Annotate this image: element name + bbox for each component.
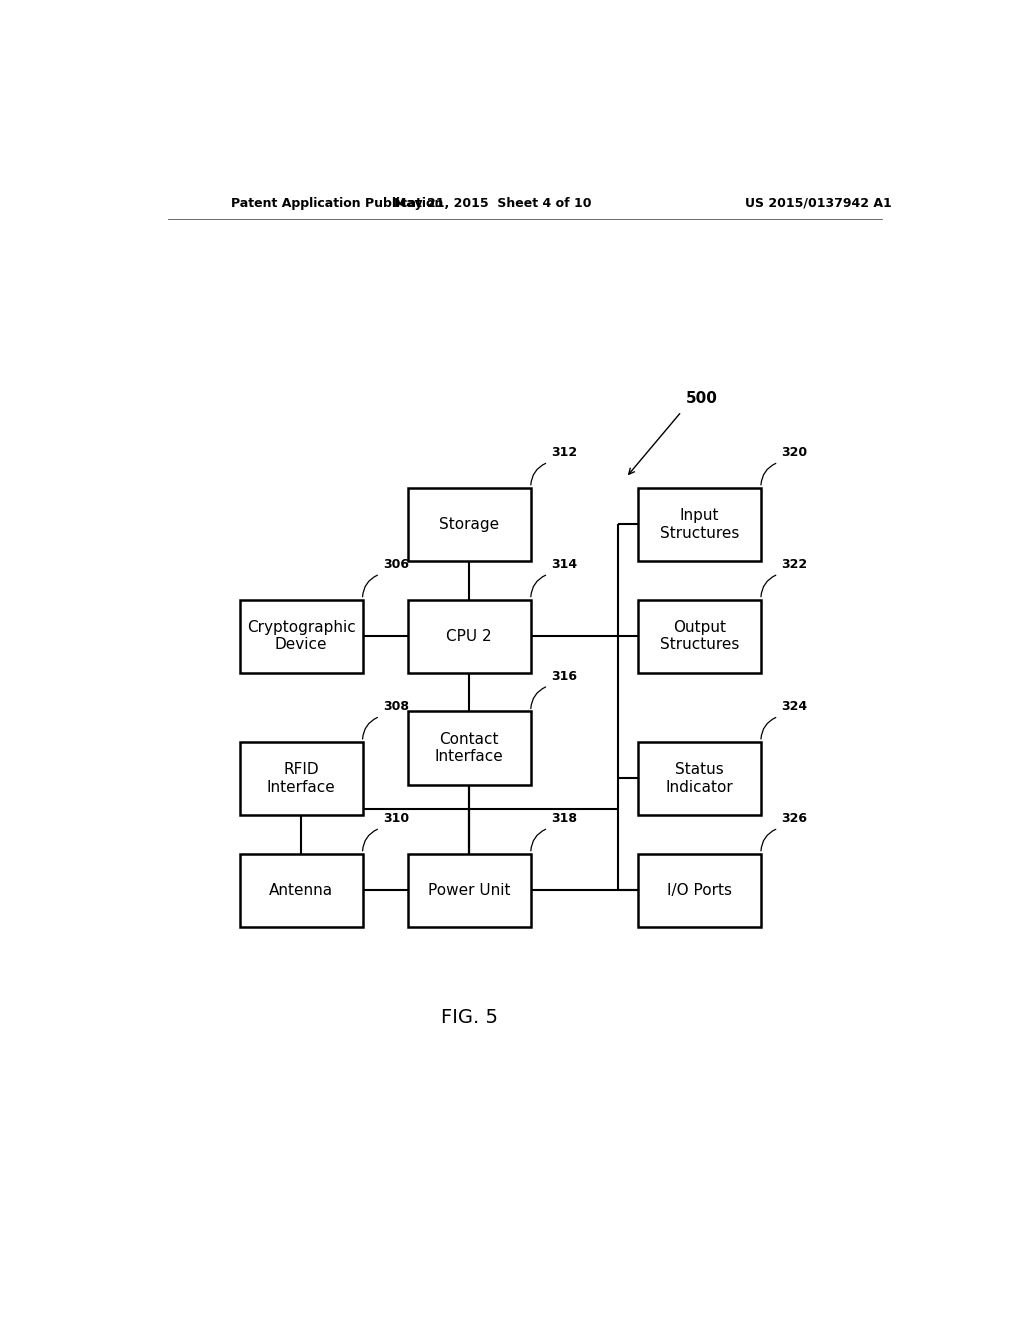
Text: Contact
Interface: Contact Interface <box>435 731 504 764</box>
Text: 310: 310 <box>383 812 410 825</box>
Text: 314: 314 <box>551 558 578 572</box>
Text: Input
Structures: Input Structures <box>659 508 739 540</box>
Text: 316: 316 <box>551 669 578 682</box>
Text: 306: 306 <box>383 558 410 572</box>
Text: 500: 500 <box>685 392 718 407</box>
Text: 320: 320 <box>781 446 808 459</box>
Text: 324: 324 <box>781 701 808 713</box>
Bar <box>638 599 761 673</box>
Text: CPU 2: CPU 2 <box>446 628 493 644</box>
Bar <box>638 487 761 561</box>
Bar <box>638 854 761 927</box>
Text: Cryptographic
Device: Cryptographic Device <box>247 620 355 652</box>
Text: 308: 308 <box>383 701 410 713</box>
Text: Patent Application Publication: Patent Application Publication <box>231 197 443 210</box>
Text: Antenna: Antenna <box>269 883 333 898</box>
Bar <box>408 711 530 784</box>
Text: US 2015/0137942 A1: US 2015/0137942 A1 <box>745 197 892 210</box>
Bar <box>240 599 362 673</box>
Text: FIG. 5: FIG. 5 <box>440 1007 498 1027</box>
Text: 318: 318 <box>551 812 578 825</box>
Text: May 21, 2015  Sheet 4 of 10: May 21, 2015 Sheet 4 of 10 <box>394 197 592 210</box>
Text: Storage: Storage <box>439 517 500 532</box>
Bar <box>408 599 530 673</box>
Text: Status
Indicator: Status Indicator <box>666 762 733 795</box>
Bar <box>240 742 362 814</box>
Bar <box>638 742 761 814</box>
Bar <box>240 854 362 927</box>
Text: RFID
Interface: RFID Interface <box>266 762 336 795</box>
Text: Output
Structures: Output Structures <box>659 620 739 652</box>
Text: Power Unit: Power Unit <box>428 883 511 898</box>
Text: I/O Ports: I/O Ports <box>667 883 732 898</box>
Bar <box>408 854 530 927</box>
Text: 326: 326 <box>781 812 808 825</box>
Bar <box>408 487 530 561</box>
Text: 312: 312 <box>551 446 578 459</box>
Text: 322: 322 <box>781 558 808 572</box>
